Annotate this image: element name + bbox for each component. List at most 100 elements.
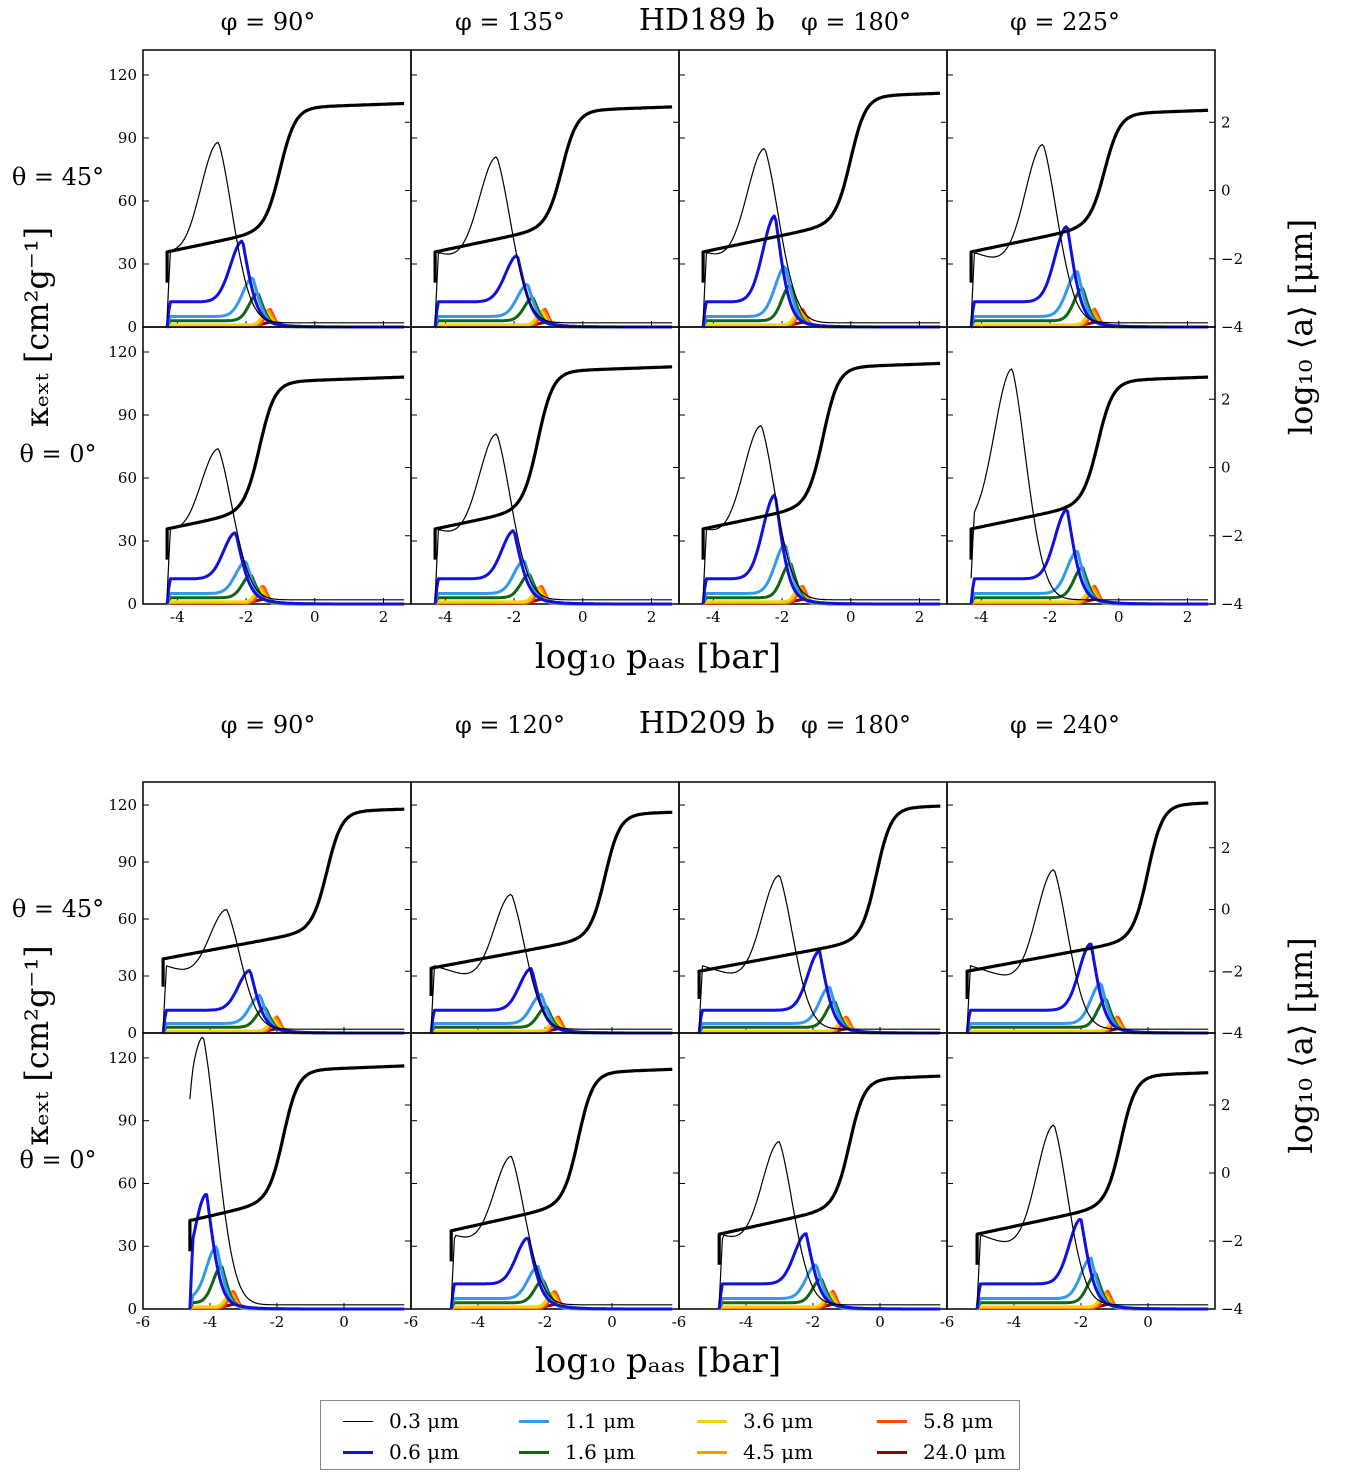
column-title: φ = 180°: [801, 711, 911, 739]
legend-entry-0.6: 0.6 μm: [343, 1437, 459, 1467]
x-tick-label: -6: [404, 1313, 419, 1331]
x-tick-label: -4: [203, 1313, 218, 1331]
series-line-mean-size: [433, 105, 673, 283]
legend-swatch: [519, 1419, 549, 1423]
series-line-1.1: [701, 543, 941, 606]
x-tick-label: -2: [239, 608, 254, 626]
series-line-mean-size: [969, 375, 1209, 560]
panel-frame: [410, 49, 680, 328]
row-label: θ = 45°: [12, 163, 104, 191]
x-tick-label: 0: [578, 608, 588, 626]
series-line-0.3: [718, 1141, 941, 1306]
series-line-1.6: [701, 561, 941, 606]
y2-tick-label: −4: [1221, 595, 1243, 613]
series-line-0.3: [702, 148, 941, 324]
series-line-0.6: [701, 493, 941, 606]
series-line-mean-size: [165, 101, 405, 283]
x-tick-label: -4: [706, 608, 721, 626]
panel-frame: [410, 781, 680, 1034]
y2-tick-label: 0: [1221, 901, 1231, 919]
legend-swatch: [877, 1419, 907, 1423]
legend-entry-1.6: 1.6 μm: [519, 1437, 635, 1467]
x-tick-label: -4: [170, 608, 185, 626]
x-tick-label: -2: [270, 1313, 285, 1331]
y2-tick-label: 2: [1221, 839, 1231, 857]
y-tick-label: 90: [118, 129, 137, 147]
x-tick-label: -2: [806, 1313, 821, 1331]
legend-entry-24.0: 24.0 μm: [877, 1437, 1006, 1467]
x-tick-label: -6: [672, 1313, 687, 1331]
y-tick-label: 120: [108, 796, 137, 814]
x-tick-label: -2: [507, 608, 522, 626]
column-title: φ = 135°: [455, 8, 565, 36]
x-tick-label: 2: [647, 608, 657, 626]
figure-title: HD189 b: [639, 3, 775, 38]
x-tick-label: -4: [739, 1313, 754, 1331]
column-title: φ = 240°: [1010, 711, 1120, 739]
y-tick-label: 60: [118, 910, 137, 928]
y-tick-label: 0: [127, 1300, 137, 1318]
series-line-0.6: [165, 239, 405, 329]
series-line-0.3: [976, 1124, 1209, 1306]
x-tick-label: -6: [136, 1313, 151, 1331]
series-line-0.3: [434, 433, 673, 601]
series-line-0.3: [450, 1155, 673, 1306]
x-tick-label: 2: [1183, 608, 1193, 626]
panel: −4 −2 0 2 -4 -2 0 2: [946, 326, 1243, 626]
series-line-4.5: [189, 1291, 405, 1311]
y2-tick-label: 0: [1221, 182, 1231, 200]
y-tick-label: 60: [118, 192, 137, 210]
panel: 0 30 60 90 120: [108, 781, 412, 1042]
series-line-mean-size: [433, 365, 673, 560]
column-title: φ = 90°: [221, 711, 316, 739]
y-tick-label: 0: [127, 318, 137, 336]
series-line-0.6: [188, 1193, 405, 1311]
y2-tick-label: 0: [1221, 1164, 1231, 1182]
x-tick-label: 2: [915, 608, 925, 626]
legend-entry-0.3: 0.3 μm: [343, 1406, 459, 1436]
y-tick-label: 120: [108, 66, 137, 84]
x-tick-label: 0: [339, 1313, 349, 1331]
series-line-0.3: [970, 368, 1209, 601]
panel: 0 30 60 90 120 -6 -4 -2 0: [108, 1032, 412, 1331]
series-line-0.3: [430, 893, 673, 1030]
x-tick-label: 0: [875, 1313, 885, 1331]
series-line-0.3: [702, 425, 941, 601]
y-tick-label: 120: [108, 1049, 137, 1067]
y-tick-label: 30: [118, 255, 137, 273]
y-axis-label-left: κₑₓₜ [cm²g⁻¹]: [18, 227, 56, 427]
x-tick-label: 0: [846, 608, 856, 626]
y2-tick-label: −2: [1221, 962, 1243, 980]
legend-label: 0.3 μm: [389, 1409, 460, 1433]
x-tick-label: 0: [1114, 608, 1124, 626]
x-tick-label: -2: [1074, 1313, 1089, 1331]
y-axis-label-left: κₑₓₜ [cm²g⁻¹]: [18, 945, 56, 1145]
x-tick-label: 2: [379, 608, 389, 626]
series-line-0.6: [433, 529, 673, 606]
panel-frame: [678, 49, 948, 328]
x-tick-label: 0: [310, 608, 320, 626]
legend-entry-4.5: 4.5 μm: [697, 1437, 813, 1467]
series-line-mean-size: [717, 1074, 941, 1265]
series-line-1.1: [188, 1245, 405, 1311]
x-tick-label: -6: [940, 1313, 955, 1331]
y2-tick-label: 2: [1221, 113, 1231, 131]
series-line-0.3: [166, 448, 405, 601]
series-line-1.6: [969, 287, 1209, 329]
y-tick-label: 90: [118, 1112, 137, 1130]
series-line-1.1: [701, 265, 941, 329]
y-axis-label-right: log₁₀ ⟨a⟩ [μm]: [1282, 219, 1320, 435]
y2-tick-label: −2: [1221, 527, 1243, 545]
y-axis-label-right: log₁₀ ⟨a⟩ [μm]: [1282, 937, 1320, 1153]
panel: -6 -4 -2 0: [404, 1032, 680, 1331]
legend-entry-1.1: 1.1 μm: [519, 1406, 635, 1436]
series-line-mean-size: [161, 807, 405, 987]
legend-label: 5.8 μm: [923, 1409, 994, 1433]
x-axis-label: log₁₀ pₐₐₛ [bar]: [535, 637, 781, 677]
legend-entry-3.6: 3.6 μm: [697, 1406, 813, 1436]
y2-tick-label: −4: [1221, 1024, 1243, 1042]
y2-tick-label: −2: [1221, 250, 1243, 268]
x-tick-label: 0: [607, 1313, 617, 1331]
series-line-1.6: [701, 284, 941, 329]
